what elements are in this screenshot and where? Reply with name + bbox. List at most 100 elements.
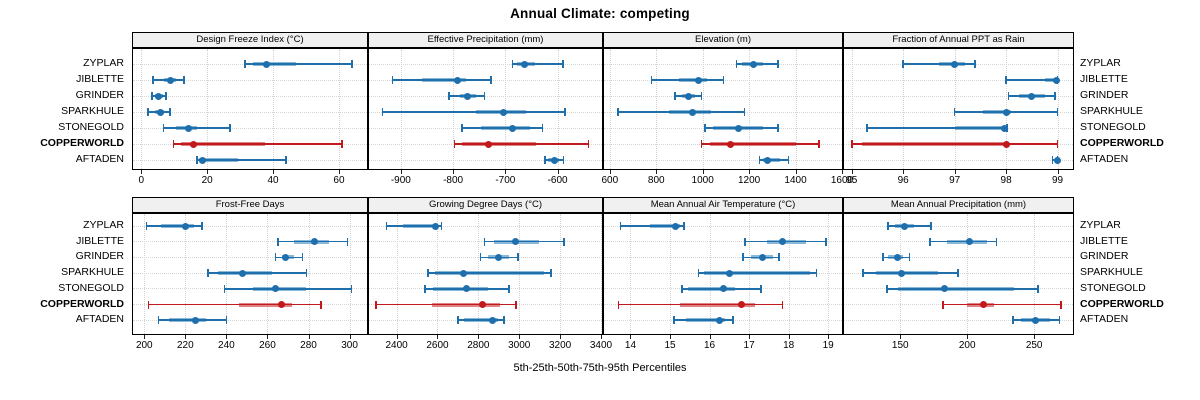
axis-tick-label: 200: [135, 340, 153, 351]
median-dot: [511, 238, 519, 246]
gridline-horizontal: [604, 63, 842, 65]
whisker-range: [620, 225, 684, 227]
whisker-cap: [777, 124, 779, 132]
whisker-cap: [1056, 140, 1059, 148]
whisker-cap: [427, 269, 430, 278]
median-dot: [951, 60, 959, 68]
axis-tick: [788, 335, 790, 339]
whisker-cap: [305, 269, 308, 278]
whisker-range: [382, 111, 565, 113]
axis-tick-label: -700: [495, 175, 516, 186]
whisker-cap: [777, 60, 779, 68]
whisker-cap: [301, 253, 304, 262]
gridline-vertical: [795, 49, 797, 169]
whisker-cap: [515, 300, 517, 309]
whisker-cap: [150, 92, 153, 100]
median-dot: [489, 316, 497, 324]
whisker-cap: [479, 253, 482, 262]
whisker-cap: [225, 316, 228, 325]
whisker-range: [512, 63, 563, 65]
whisker-cap: [391, 76, 394, 84]
median-dot: [431, 222, 439, 230]
axis-tick: [795, 170, 797, 174]
axis-tick-label: 15: [664, 340, 676, 351]
whisker-cap: [165, 92, 167, 100]
whisker-cap: [787, 156, 790, 164]
panel-growing-degree-days-c-: [368, 213, 603, 335]
axis-tick-label: 18: [783, 340, 795, 351]
axis-tick: [226, 335, 228, 339]
axis-tick: [349, 335, 351, 339]
median-dot: [727, 140, 735, 148]
median-dot: [459, 269, 467, 277]
median-dot: [311, 238, 319, 246]
axis-tick-label: 200: [958, 340, 976, 351]
category-label-left: STONEGOLD: [58, 281, 124, 294]
median-dot: [694, 76, 702, 84]
axis-tick: [656, 170, 658, 174]
whisker-cap: [244, 60, 246, 68]
whisker-range: [736, 63, 779, 65]
whisker-range: [886, 288, 1039, 290]
whisker-cap: [385, 222, 388, 230]
whisker-cap: [207, 269, 209, 278]
axis-tick-label: 600: [601, 175, 619, 186]
axis-tick: [967, 335, 969, 339]
gridline-vertical: [1034, 214, 1036, 334]
gridline-vertical: [851, 49, 853, 169]
whisker-cap: [781, 300, 784, 309]
gridline-horizontal: [369, 95, 602, 97]
whisker-cap: [1037, 284, 1039, 293]
gridline-vertical: [828, 214, 830, 334]
whisker-range: [617, 111, 745, 113]
whisker-range: [943, 303, 1061, 306]
axis-tick: [141, 170, 143, 174]
category-label-left: SPARKHULE: [61, 105, 124, 117]
gridline-vertical: [185, 214, 187, 334]
panel-strip-title: Frost-Free Days: [132, 197, 368, 213]
axis-tick-label: 260: [259, 340, 276, 351]
whisker-cap: [1056, 108, 1059, 116]
whisker-cap: [861, 269, 864, 278]
panel-strip-title: Fraction of Annual PPT as Rain: [843, 32, 1074, 48]
whisker-cap: [1005, 76, 1007, 84]
axis-tick: [560, 335, 562, 339]
axis-tick: [437, 335, 439, 339]
axis-tick-label: 60: [333, 175, 345, 186]
gridline-horizontal: [844, 256, 1073, 258]
gridline-horizontal: [133, 79, 367, 81]
median-dot: [181, 222, 189, 230]
axis-tick: [144, 335, 146, 339]
whisker-cap: [196, 156, 199, 164]
median-dot: [499, 108, 507, 116]
axis-tick-label: -900: [390, 175, 411, 186]
whisker-range: [146, 225, 202, 227]
axis-tick-label: 2400: [385, 340, 408, 351]
axis-tick-label: 800: [647, 175, 665, 186]
category-label-right: ZYPLAR: [1080, 219, 1121, 231]
whisker-cap: [1051, 156, 1054, 164]
gridline-horizontal: [844, 95, 1073, 97]
whisker-cap: [276, 237, 279, 246]
whisker-cap: [902, 60, 904, 68]
axis-tick-label: 3200: [548, 340, 572, 351]
whisker-cap: [886, 284, 888, 293]
axis-tick: [842, 170, 843, 174]
gridline-horizontal: [133, 95, 367, 97]
median-dot: [979, 301, 987, 308]
axis-tick: [749, 335, 751, 339]
whisker-range: [461, 127, 543, 129]
panel-strip-title: Mean Annual Precipitation (mm): [843, 197, 1074, 213]
axis-tick-label: 98: [1000, 175, 1012, 186]
whisker-cap: [930, 222, 932, 230]
axis-tick: [505, 170, 507, 174]
median-dot: [184, 124, 192, 132]
gridline-horizontal: [604, 159, 842, 161]
gridline-horizontal: [133, 111, 367, 113]
axis-tick-label: 1200: [737, 175, 761, 186]
whisker-range: [148, 303, 321, 306]
whisker-cap: [704, 124, 706, 132]
whisker-range: [386, 225, 442, 227]
whisker-cap: [1007, 92, 1010, 100]
whisker-cap: [674, 92, 676, 100]
